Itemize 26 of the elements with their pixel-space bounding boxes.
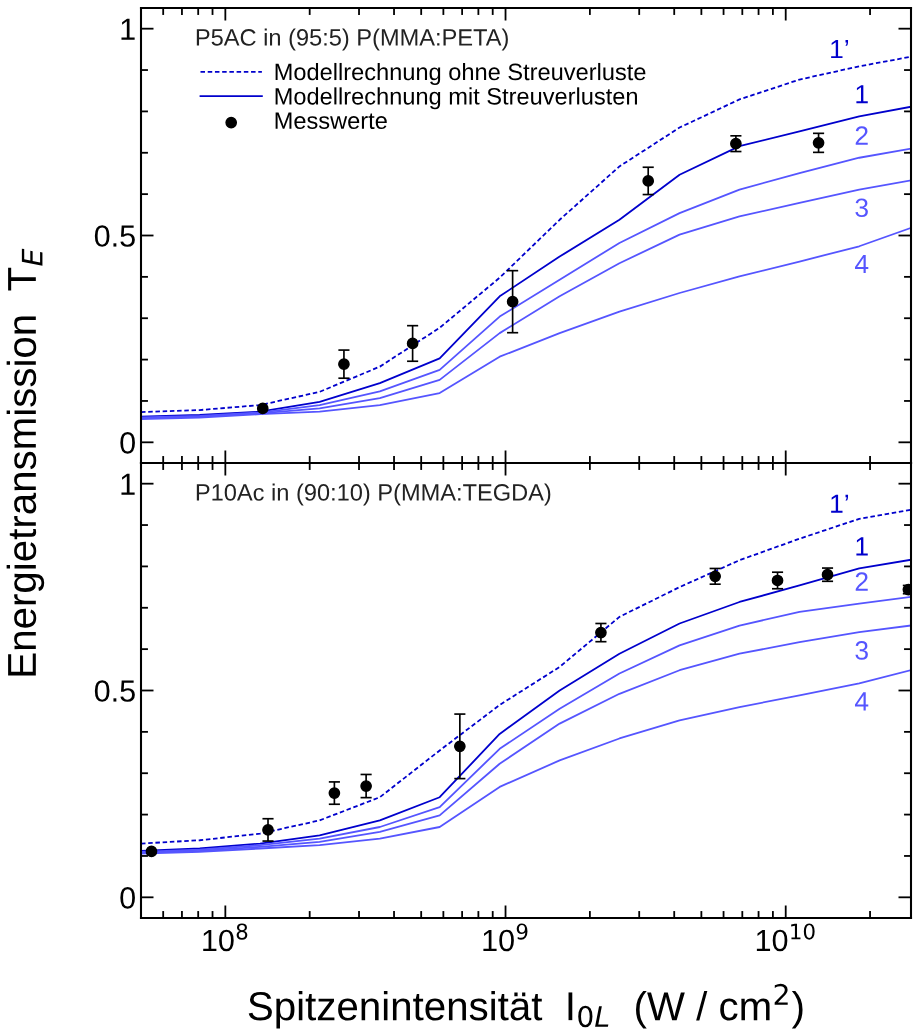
y-tick-label: 0.5 <box>94 225 135 247</box>
annotation: 4 <box>854 692 869 711</box>
legend-label: Modellrechnung mit Streuverlusten <box>275 87 637 110</box>
x-tick-label: 10$^{10}$ <box>756 923 815 952</box>
annotation: 2 <box>855 572 868 591</box>
annotation: 3 <box>855 641 868 660</box>
y-tick-label: 0 <box>120 432 135 454</box>
annotation: 3 <box>855 198 868 218</box>
y-tick-label: 0.5 <box>94 680 135 702</box>
legend-label: Modellrechnung ohne Streuverluste <box>275 62 646 85</box>
y-axis-title: Energietransmission T$_{E}$ <box>6 248 45 676</box>
x-tick-label: 10$^{8}$ <box>203 923 248 952</box>
annotation: 2 <box>855 126 868 145</box>
legend-label: Messwerte <box>275 112 387 130</box>
y-tick-label: 1 <box>121 18 135 40</box>
text: P10Ac in (90:10) P(MMA:TEGDA) <box>196 483 551 506</box>
annotation: 1’ <box>831 494 849 513</box>
annotation: 4 <box>854 254 869 274</box>
y-tick-label: 1 <box>121 473 135 495</box>
x-axis-title: Spitzenintensität I$_{0L}$ (W / cm$^{2}$) <box>248 983 803 1029</box>
annotation: 1’ <box>831 39 849 59</box>
annotation: 1 <box>856 85 868 104</box>
y-tick-label: 0 <box>120 887 135 909</box>
x-tick-label: 10$^{9}$ <box>483 923 528 952</box>
annotation: 1 <box>856 537 868 556</box>
text: P5AC in (95:5) P(MMA:PETA) <box>196 28 508 51</box>
